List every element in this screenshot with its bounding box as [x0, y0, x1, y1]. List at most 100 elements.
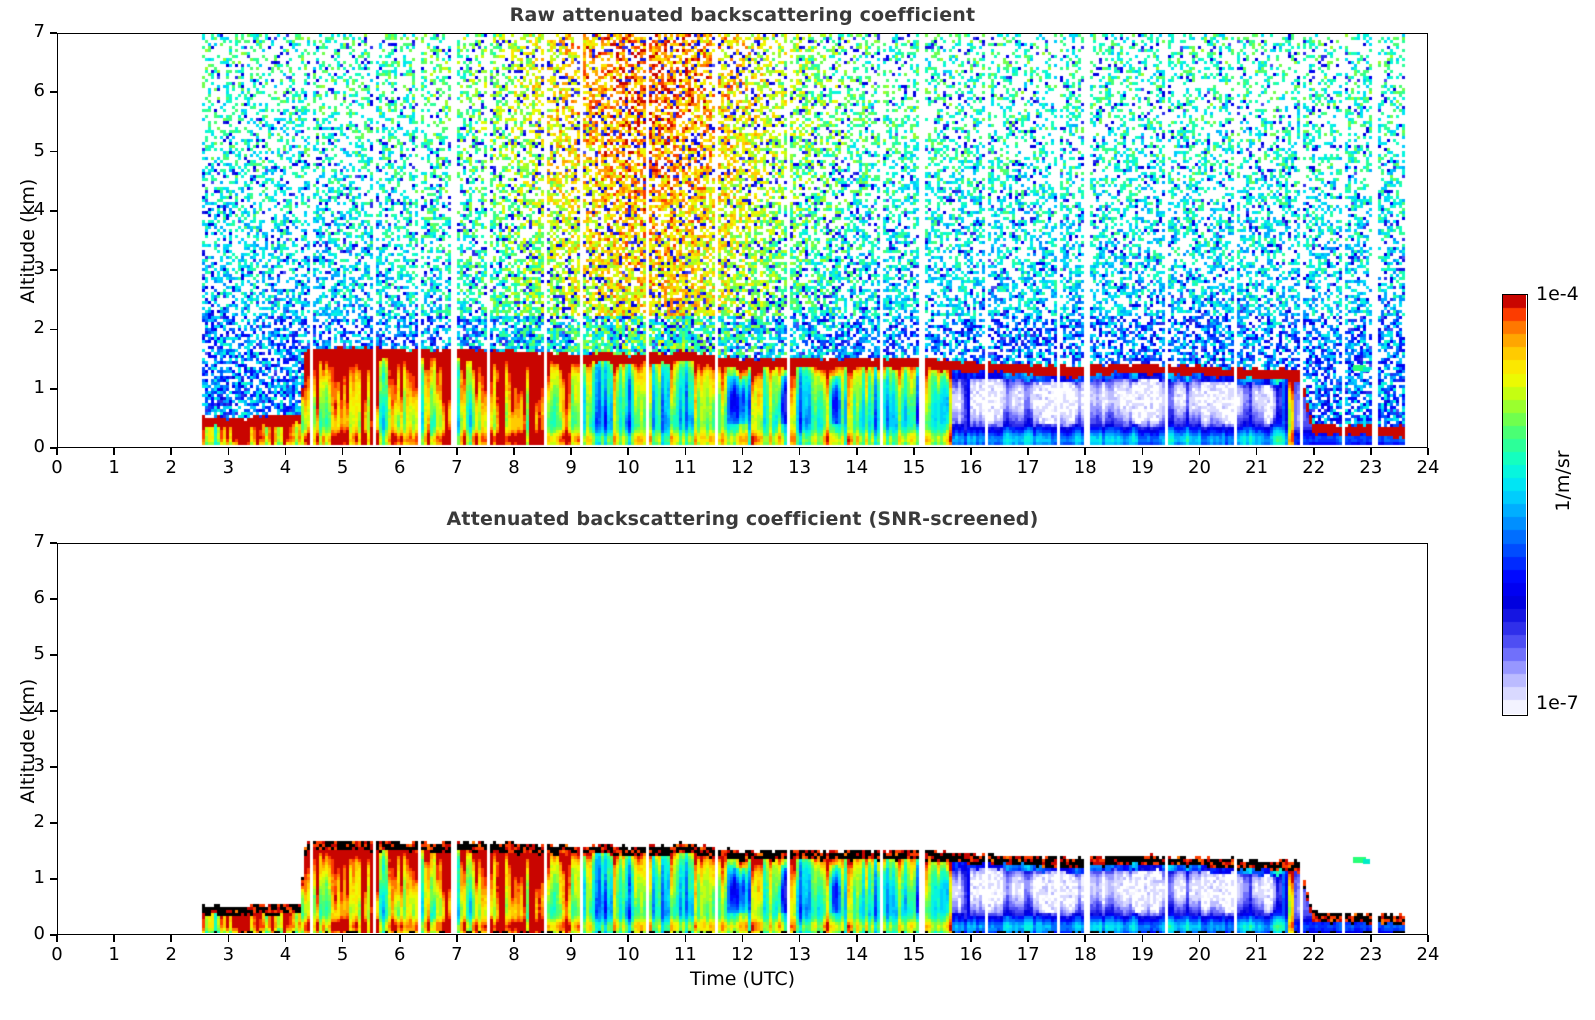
x-tick-label-top-12: 12 [731, 457, 754, 478]
x-tick-label-bot-16: 16 [959, 944, 983, 965]
x-tick-label-bot-18: 18 [1073, 944, 1097, 965]
y-tick-bot-6 [50, 598, 57, 600]
x-tick-top-17 [1027, 448, 1029, 455]
colorbar-unit-label: 1/m/sr [1552, 450, 1574, 512]
x-tick-label-top-1: 1 [108, 457, 120, 478]
y-tick-bot-4 [50, 710, 57, 712]
x-tick-label-top-21: 21 [1245, 457, 1269, 478]
y-tick-top-3 [50, 269, 57, 271]
x-tick-label-bot-3: 3 [222, 944, 235, 965]
x-tick-top-5 [341, 448, 344, 455]
x-tick-top-16 [970, 448, 972, 455]
x-tick-label-top-17: 17 [1016, 457, 1040, 478]
heatmap-screened [58, 544, 1426, 933]
plot-area-raw[interactable] [57, 33, 1428, 448]
y-tick-top-7 [50, 32, 57, 34]
y-tick-top-1 [50, 387, 57, 390]
x-tick-label-bot-14: 14 [845, 944, 869, 965]
x-tick-bot-13 [798, 935, 801, 942]
y-tick-label-bot-7: 7 [33, 531, 45, 552]
x-tick-label-top-19: 19 [1130, 457, 1154, 478]
x-tick-top-22 [1312, 448, 1315, 455]
x-tick-label-top-3: 3 [222, 457, 235, 478]
x-tick-label-top-7: 7 [451, 457, 463, 478]
y-tick-label-bot-5: 5 [33, 643, 45, 664]
y-tick-label-bot-2: 2 [33, 811, 45, 832]
y-tick-label-top-5: 5 [33, 139, 45, 161]
y-tick-bot-3 [50, 766, 57, 768]
x-tick-bot-2 [170, 935, 173, 942]
y-axis-label-raw: Altitude (km) [17, 178, 39, 304]
y-tick-label-bot-3: 3 [33, 755, 45, 776]
x-tick-label-top-11: 11 [673, 457, 697, 478]
x-tick-label-bot-22: 22 [1302, 944, 1326, 965]
y-tick-label-top-4: 4 [33, 198, 45, 220]
x-tick-label-top-13: 13 [788, 457, 812, 478]
colorbar-min-label: 1e-7 [1536, 692, 1579, 714]
x-tick-label-top-20: 20 [1188, 457, 1211, 478]
x-tick-bot-20 [1198, 935, 1201, 942]
x-tick-label-top-15: 15 [902, 457, 926, 478]
x-tick-bot-23 [1370, 935, 1372, 942]
x-tick-label-bot-11: 11 [673, 944, 697, 965]
x-tick-top-1 [113, 448, 115, 455]
x-tick-label-bot-1: 1 [108, 944, 120, 965]
x-tick-top-21 [1255, 448, 1258, 455]
x-tick-label-bot-21: 21 [1245, 944, 1269, 965]
y-tick-top-0 [50, 447, 57, 449]
x-tick-label-top-23: 23 [1359, 457, 1383, 478]
x-tick-label-bot-8: 8 [508, 944, 520, 965]
x-tick-bot-18 [1084, 935, 1087, 942]
x-tick-label-top-0: 0 [51, 457, 63, 478]
x-tick-label-bot-24: 24 [1416, 944, 1440, 965]
x-tick-label-bot-6: 6 [394, 944, 406, 965]
panel-title-screened: Attenuated backscattering coefficient (S… [446, 508, 1039, 530]
x-tick-top-3 [227, 448, 230, 455]
x-tick-bot-11 [684, 935, 687, 942]
x-tick-bot-12 [741, 935, 744, 942]
y-tick-bot-2 [50, 822, 57, 824]
x-tick-bot-6 [398, 935, 401, 942]
x-tick-bot-14 [855, 935, 858, 942]
x-tick-top-0 [56, 448, 58, 455]
y-tick-top-4 [50, 210, 57, 212]
x-tick-label-top-5: 5 [336, 457, 349, 478]
colorbar[interactable] [1502, 294, 1528, 716]
x-tick-top-18 [1084, 448, 1087, 455]
x-tick-bot-21 [1255, 935, 1258, 942]
x-tick-label-bot-5: 5 [336, 944, 349, 965]
x-tick-label-bot-15: 15 [902, 944, 926, 965]
x-axis-label: Time (UTC) [689, 968, 796, 990]
colorbar-gradient [1503, 295, 1526, 714]
x-tick-bot-0 [56, 935, 58, 942]
x-tick-label-top-4: 4 [279, 457, 292, 478]
x-tick-label-bot-23: 23 [1359, 944, 1383, 965]
x-tick-top-11 [684, 448, 687, 455]
panel-title-raw: Raw attenuated backscattering coefficien… [509, 4, 976, 26]
x-tick-top-8 [513, 448, 515, 455]
x-tick-top-14 [855, 448, 858, 455]
x-tick-bot-19 [1141, 935, 1144, 942]
x-tick-label-top-16: 16 [959, 457, 983, 478]
x-tick-bot-7 [456, 935, 458, 942]
x-tick-top-10 [627, 448, 630, 455]
y-tick-top-6 [50, 91, 57, 94]
y-tick-label-bot-6: 6 [33, 587, 45, 608]
y-tick-label-top-6: 6 [33, 80, 45, 102]
x-tick-bot-24 [1427, 935, 1429, 942]
y-tick-bot-7 [50, 542, 57, 544]
x-tick-label-bot-7: 7 [451, 944, 463, 965]
x-tick-bot-15 [913, 935, 915, 942]
x-tick-label-top-14: 14 [845, 457, 869, 478]
x-tick-bot-1 [113, 935, 115, 942]
x-tick-top-12 [741, 448, 744, 455]
colorbar-max-label: 1e-4 [1536, 283, 1579, 305]
y-tick-bot-1 [50, 878, 57, 880]
x-tick-label-top-24: 24 [1416, 457, 1440, 478]
y-tick-label-top-7: 7 [33, 21, 45, 42]
x-tick-label-top-22: 22 [1302, 457, 1326, 478]
y-tick-label-bot-1: 1 [33, 867, 45, 888]
plot-area-screened[interactable] [57, 543, 1428, 935]
y-tick-label-top-0: 0 [33, 436, 45, 457]
